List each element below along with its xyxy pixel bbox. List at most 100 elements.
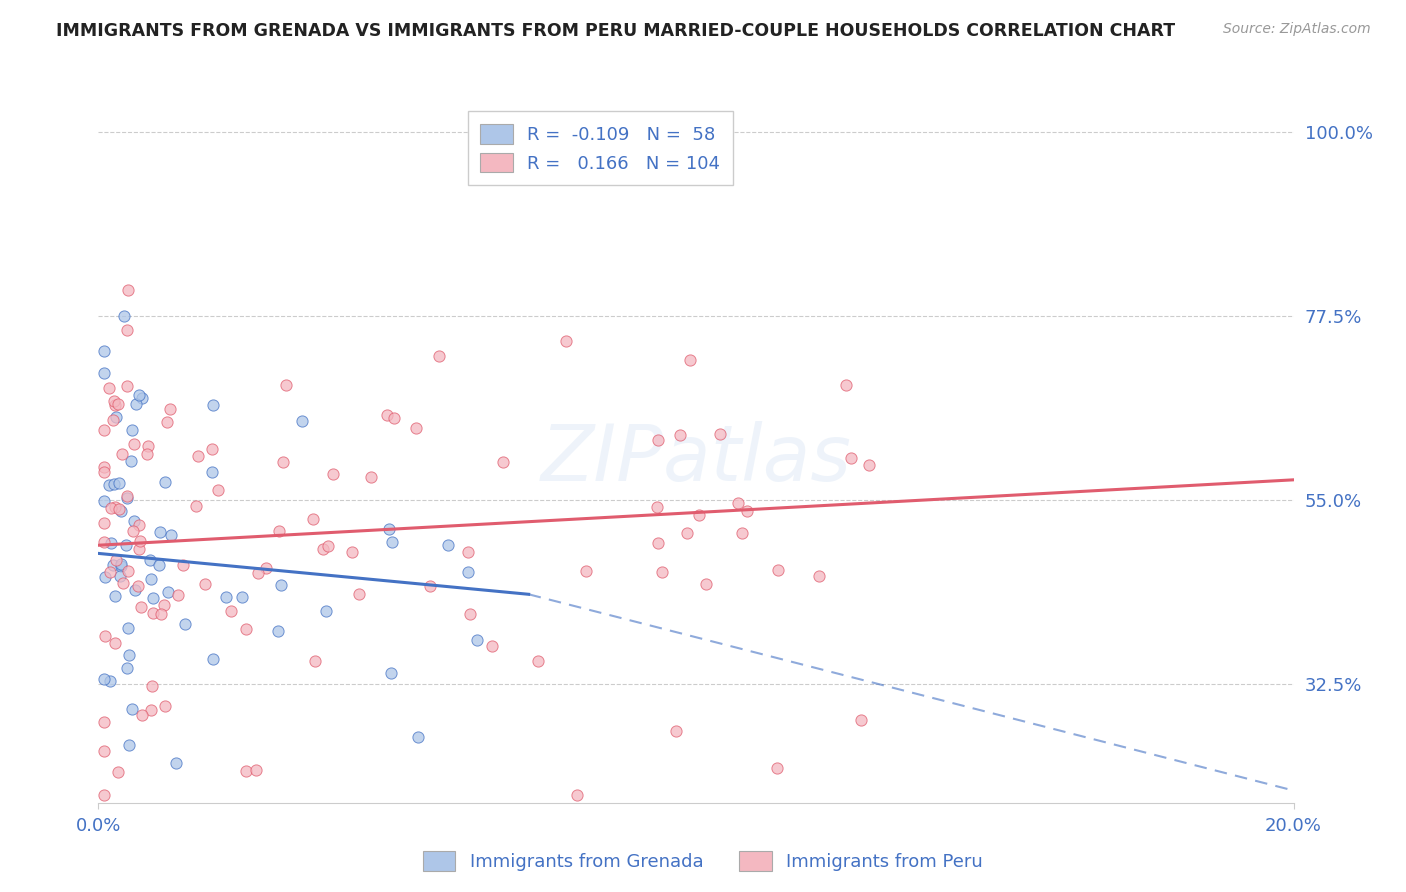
Point: [378, 522, 401, 536]
Point: [665, 723, 688, 738]
Legend: R =  -0.109   N =  58, R =   0.166   N = 104: R = -0.109 N = 58, R = 0.166 N = 104: [468, 112, 733, 186]
Point: [858, 458, 880, 472]
Point: [695, 577, 717, 591]
Point: [194, 576, 217, 591]
Point: [651, 565, 673, 579]
Point: [108, 569, 131, 583]
Point: [121, 524, 143, 539]
Point: [149, 607, 172, 621]
Point: [457, 565, 479, 579]
Point: [93, 343, 115, 358]
Text: IMMIGRANTS FROM GRENADA VS IMMIGRANTS FROM PERU MARRIED-COUPLE HOUSEHOLDS CORREL: IMMIGRANTS FROM GRENADA VS IMMIGRANTS FR…: [56, 22, 1175, 40]
Point: [98, 566, 121, 580]
Point: [105, 410, 128, 425]
Point: [676, 526, 699, 541]
Point: [735, 504, 758, 518]
Point: [93, 714, 115, 729]
Point: [159, 528, 181, 542]
Point: [103, 393, 125, 408]
Point: [347, 587, 370, 601]
Point: [839, 450, 862, 465]
Point: [381, 534, 404, 549]
Point: [104, 589, 127, 603]
Point: [108, 476, 131, 491]
Point: [117, 564, 139, 578]
Point: [207, 483, 229, 497]
Point: [117, 378, 139, 392]
Point: [304, 654, 326, 668]
Point: [115, 323, 138, 337]
Point: [110, 559, 132, 574]
Point: [267, 624, 290, 638]
Point: [157, 585, 180, 599]
Point: [382, 411, 405, 425]
Point: [316, 539, 339, 553]
Point: [375, 408, 398, 422]
Point: [727, 496, 749, 510]
Point: [267, 524, 290, 538]
Point: [408, 730, 430, 744]
Point: [141, 679, 163, 693]
Point: [94, 569, 117, 583]
Text: Source: ZipAtlas.com: Source: ZipAtlas.com: [1223, 22, 1371, 37]
Point: [315, 604, 337, 618]
Point: [138, 439, 160, 453]
Point: [235, 764, 257, 779]
Point: [121, 702, 143, 716]
Point: [427, 349, 450, 363]
Point: [111, 447, 134, 461]
Point: [131, 392, 153, 406]
Point: [645, 500, 668, 514]
Point: [647, 434, 669, 448]
Point: [93, 465, 115, 479]
Point: [668, 428, 690, 442]
Point: [457, 545, 479, 559]
Point: [458, 607, 481, 621]
Point: [107, 397, 129, 411]
Point: [165, 756, 187, 771]
Point: [153, 599, 176, 613]
Point: [93, 516, 115, 530]
Point: [128, 542, 150, 557]
Point: [172, 558, 194, 572]
Point: [688, 508, 710, 522]
Point: [117, 621, 139, 635]
Point: [766, 563, 789, 577]
Point: [127, 579, 149, 593]
Point: [93, 459, 115, 474]
Point: [101, 413, 124, 427]
Point: [153, 475, 176, 489]
Text: ZIPatlas: ZIPatlas: [540, 421, 852, 498]
Point: [103, 476, 125, 491]
Point: [201, 442, 224, 457]
Point: [187, 449, 209, 463]
Point: [246, 566, 269, 581]
Point: [709, 427, 731, 442]
Point: [93, 788, 115, 802]
Point: [104, 398, 127, 412]
Point: [121, 423, 143, 437]
Point: [291, 414, 314, 428]
Point: [270, 578, 292, 592]
Point: [679, 353, 702, 368]
Point: [103, 558, 125, 572]
Point: [492, 455, 515, 469]
Point: [93, 423, 115, 437]
Point: [115, 661, 138, 675]
Point: [235, 622, 257, 636]
Point: [115, 489, 138, 503]
Point: [808, 568, 831, 582]
Point: [149, 525, 172, 540]
Point: [465, 632, 488, 647]
Point: [112, 575, 135, 590]
Point: [117, 739, 139, 753]
Point: [380, 666, 402, 681]
Point: [526, 654, 548, 668]
Point: [103, 636, 125, 650]
Point: [156, 415, 179, 429]
Point: [93, 673, 115, 687]
Point: [125, 397, 148, 411]
Point: [254, 561, 277, 575]
Point: [849, 713, 872, 727]
Point: [112, 309, 135, 323]
